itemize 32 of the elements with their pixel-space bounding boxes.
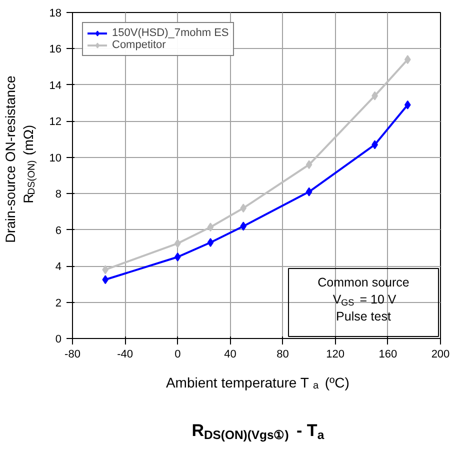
x-tick-label: 0 xyxy=(174,348,181,360)
y-tick-label: 14 xyxy=(49,80,62,92)
x-tick-label: 120 xyxy=(326,348,345,360)
point xyxy=(207,238,214,248)
point xyxy=(240,222,247,231)
x-tick-label: 80 xyxy=(276,348,289,360)
y-tick-label: 4 xyxy=(55,261,62,274)
point xyxy=(174,252,181,262)
point xyxy=(306,187,312,196)
y-tick-label: 8 xyxy=(55,188,62,201)
x-tick-label: 200 xyxy=(431,348,450,360)
point xyxy=(174,238,181,248)
point xyxy=(306,160,312,170)
x-tick-label: 160 xyxy=(378,348,398,360)
x-tick-label: -80 xyxy=(64,348,80,360)
y-tick-label: 10 xyxy=(49,152,62,164)
point xyxy=(404,55,411,64)
point xyxy=(102,275,109,284)
x-tick-label: -40 xyxy=(117,348,134,360)
legend-label: 150V(HSD)_7mohm ES xyxy=(112,27,229,39)
y-tick-label: 18 xyxy=(49,8,62,20)
point xyxy=(207,222,214,232)
y-tick-label: 2 xyxy=(55,297,62,310)
legend-label: Competitor xyxy=(112,39,166,51)
y-tick-label: 6 xyxy=(55,224,62,237)
point xyxy=(240,204,247,213)
y-tick-label: 16 xyxy=(49,44,62,56)
y-tick-label: 0 xyxy=(55,334,62,346)
point xyxy=(102,265,109,274)
x-tick-label: 40 xyxy=(224,348,236,360)
point xyxy=(404,100,411,110)
y-tick-label: 12 xyxy=(49,116,62,128)
